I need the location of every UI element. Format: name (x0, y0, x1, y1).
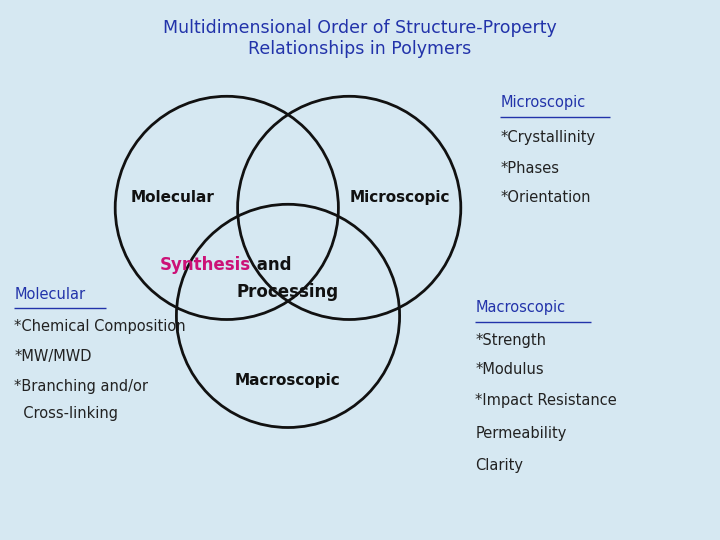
Text: Synthesis: Synthesis (159, 255, 251, 274)
Text: *Modulus: *Modulus (475, 362, 544, 377)
Text: Microscopic: Microscopic (500, 95, 585, 110)
Text: Multidimensional Order of Structure-Property
Relationships in Polymers: Multidimensional Order of Structure-Prop… (163, 19, 557, 58)
Text: *Chemical Composition: *Chemical Composition (14, 319, 186, 334)
Text: Permeability: Permeability (475, 426, 567, 441)
Text: Macroscopic: Macroscopic (235, 373, 341, 388)
Text: Macroscopic: Macroscopic (475, 300, 565, 315)
Text: *MW/MWD: *MW/MWD (14, 349, 92, 364)
Text: Cross-linking: Cross-linking (14, 406, 118, 421)
Text: *Strength: *Strength (475, 333, 546, 348)
Text: Microscopic: Microscopic (349, 190, 450, 205)
Text: *Orientation: *Orientation (500, 190, 591, 205)
Text: *Crystallinity: *Crystallinity (500, 130, 595, 145)
Text: *Phases: *Phases (500, 161, 559, 176)
Text: and: and (251, 255, 291, 274)
Text: Processing: Processing (237, 282, 339, 301)
Text: Molecular: Molecular (131, 190, 215, 205)
Text: Molecular: Molecular (14, 287, 86, 302)
Text: *Impact Resistance: *Impact Resistance (475, 393, 617, 408)
Text: *Branching and/or: *Branching and/or (14, 379, 148, 394)
Text: Clarity: Clarity (475, 458, 523, 473)
